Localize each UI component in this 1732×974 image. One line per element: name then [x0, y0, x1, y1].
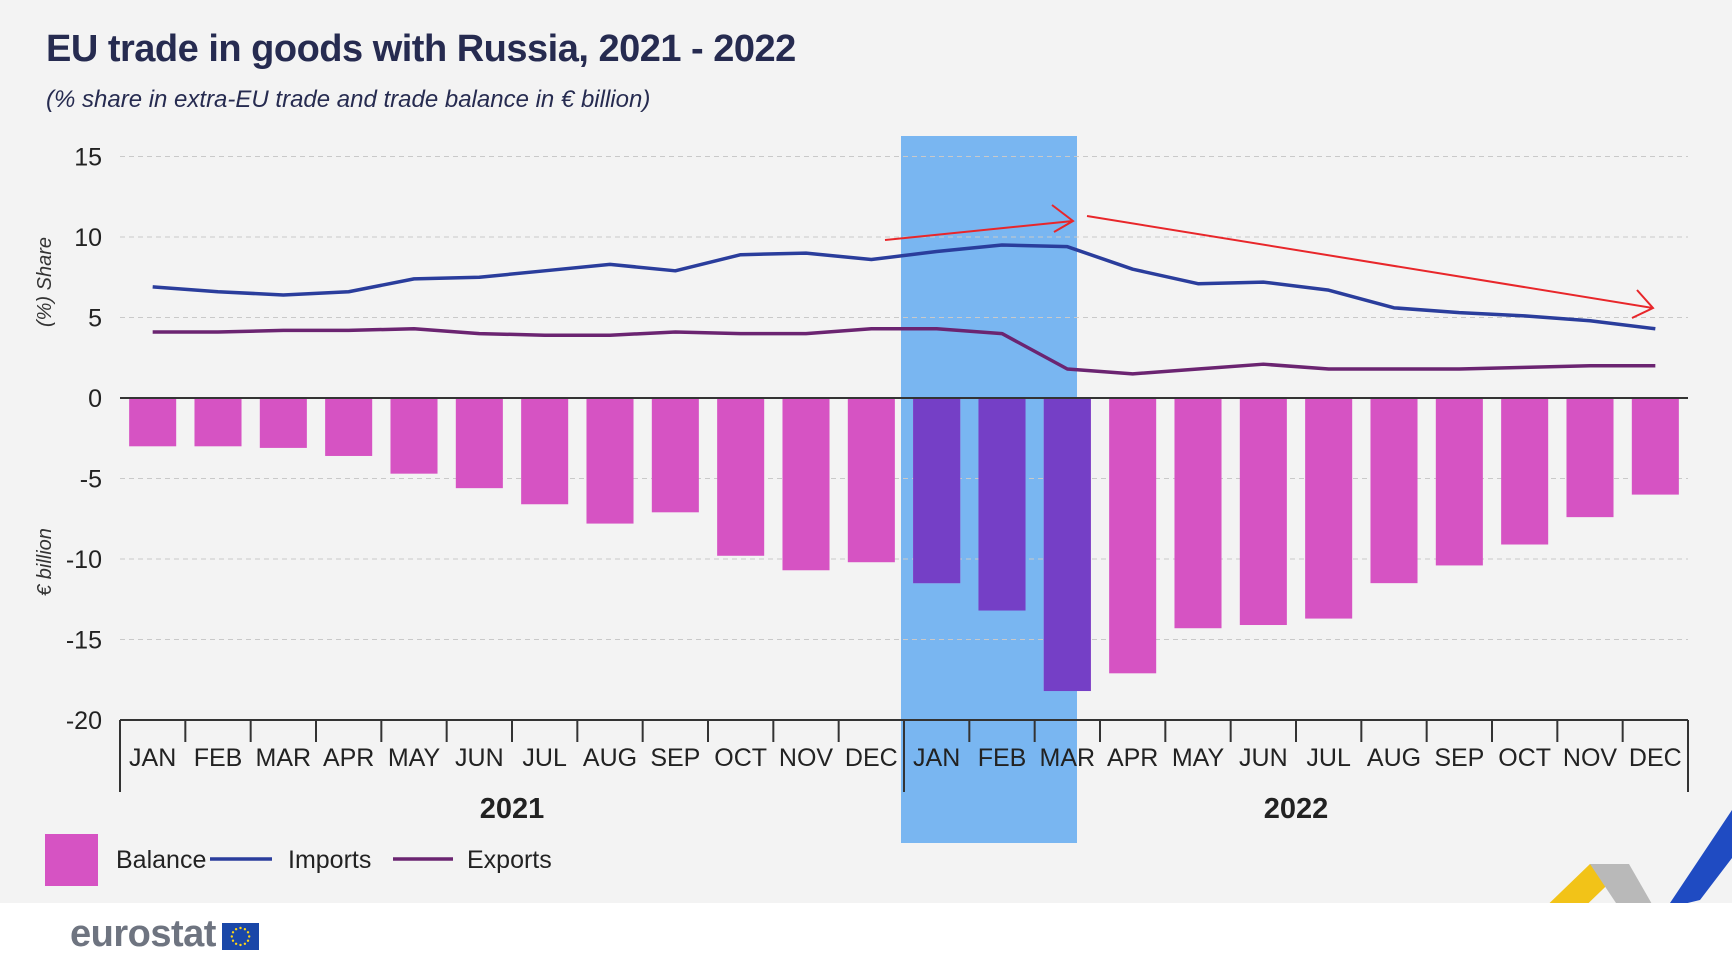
decor-ribbon-blue	[1626, 810, 1732, 918]
x-tick-label: SEP	[650, 744, 700, 772]
x-tick-label: JUL	[522, 744, 567, 772]
y-tick-label: -10	[66, 546, 102, 574]
y-tick-label: 5	[88, 305, 102, 333]
legend-exports-label: Exports	[467, 846, 552, 874]
imports-line	[152, 243, 1656, 331]
balance-bar	[194, 398, 242, 447]
x-tick-label: OCT	[714, 744, 767, 772]
trend-arrow-up-head	[1051, 204, 1075, 233]
legend-balance-label: Balance	[116, 846, 206, 874]
eu-flag-icon	[222, 923, 259, 950]
balance-bar	[651, 398, 699, 513]
year-label-2022: 2022	[1264, 793, 1329, 825]
year-label-2021: 2021	[480, 793, 545, 825]
balance-bar	[1305, 398, 1353, 619]
x-tick-label: MAR	[1040, 744, 1096, 772]
x-tick-label: APR	[1107, 744, 1158, 772]
footer	[0, 903, 1732, 974]
x-tick-label: APR	[323, 744, 374, 772]
exports-line	[152, 327, 1656, 376]
x-tick-label: MAY	[1172, 744, 1225, 772]
balance-bar	[1109, 398, 1157, 674]
x-tick-label: JUL	[1306, 744, 1351, 772]
balance-bar	[1239, 398, 1287, 626]
x-tick-label: DEC	[1629, 744, 1682, 772]
balance-bar	[1566, 398, 1614, 518]
y-tick-label: -20	[66, 707, 102, 735]
x-tick-label: FEB	[194, 744, 243, 772]
y-axis-label-billion: € billion	[34, 528, 56, 596]
y-tick-label: -15	[66, 627, 102, 655]
x-tick-label: MAY	[388, 744, 441, 772]
trend-arrow-up	[884, 220, 1074, 241]
x-tick-label: JAN	[129, 744, 176, 772]
y-tick-label: 0	[88, 385, 102, 413]
x-tick-label: FEB	[978, 744, 1027, 772]
balance-bar	[782, 398, 830, 571]
balance-bar	[1370, 398, 1418, 584]
balance-bar	[259, 398, 307, 448]
legend-imports-label: Imports	[288, 846, 371, 874]
x-tick-label: NOV	[779, 744, 834, 772]
balance-bar	[390, 398, 438, 474]
balance-bar	[129, 398, 177, 447]
balance-bar-highlighted	[978, 398, 1026, 611]
x-tick-label: JAN	[913, 744, 960, 772]
balance-bar	[847, 398, 895, 563]
trend-arrow-down-head	[1631, 289, 1655, 319]
x-tick-label: AUG	[1367, 744, 1421, 772]
balance-bar	[586, 398, 634, 524]
x-tick-label: DEC	[845, 744, 898, 772]
balance-bar-highlighted	[1043, 398, 1091, 692]
y-axis-label-share: (%) Share	[34, 237, 56, 327]
balance-bar-highlighted	[913, 398, 961, 584]
x-tick-label: MAR	[256, 744, 312, 772]
y-tick-label: 15	[74, 144, 102, 172]
y-tick-label: -5	[80, 466, 102, 494]
y-tick-label: 10	[74, 224, 102, 252]
balance-bar	[1435, 398, 1483, 566]
chart-subtitle: (% share in extra-EU trade and trade bal…	[46, 86, 651, 113]
x-tick-label: OCT	[1498, 744, 1551, 772]
balance-bar	[1631, 398, 1679, 495]
balance-bar	[455, 398, 503, 489]
balance-bar	[1501, 398, 1549, 545]
x-tick-label: NOV	[1563, 744, 1618, 772]
eurostat-logo: eurostat	[70, 913, 216, 955]
balance-bar	[717, 398, 765, 556]
legend-balance-swatch	[45, 834, 98, 886]
x-tick-label: JUN	[455, 744, 504, 772]
x-tick-label: AUG	[583, 744, 637, 772]
trend-arrow-down	[1086, 215, 1654, 309]
balance-bar	[1174, 398, 1222, 629]
x-tick-label: JUN	[1239, 744, 1288, 772]
balance-bar	[325, 398, 373, 456]
x-tick-label: SEP	[1434, 744, 1484, 772]
chart-title: EU trade in goods with Russia, 2021 - 20…	[46, 28, 796, 70]
balance-bar	[521, 398, 569, 505]
